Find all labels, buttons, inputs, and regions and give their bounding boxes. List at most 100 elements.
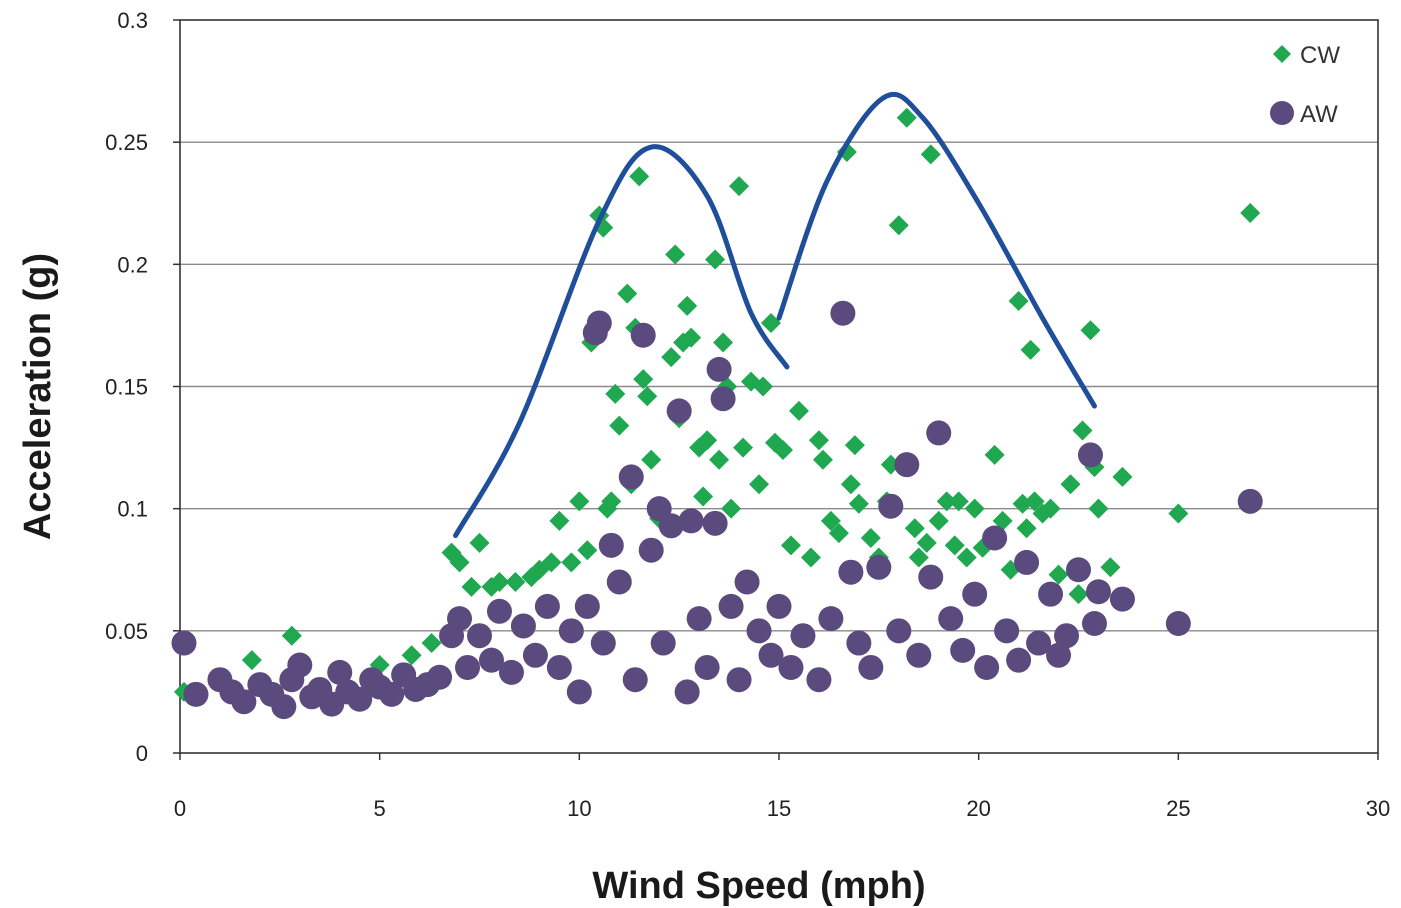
data-point-cw [1048,564,1069,585]
data-point-cw [916,532,937,553]
data-point-aw [1046,642,1072,668]
data-point-aw [710,386,736,412]
data-point-aw [1014,549,1040,575]
data-point-cw [920,144,941,165]
data-point-cw [1024,491,1045,512]
data-point-aw [1038,581,1064,607]
data-point-aw [702,510,728,536]
data-point-aw [1026,630,1052,656]
data-point-cw [936,491,957,512]
data-point-cw [844,435,865,456]
data-point-cw [721,498,742,519]
data-point-aw [726,667,752,693]
data-point-aw [830,300,856,326]
data-point-cw [788,400,809,421]
data-point-cw [984,444,1005,465]
data-point-cw [1080,320,1101,341]
data-point-cw [469,532,490,553]
legend-item-aw: AW [1270,101,1338,128]
legend-label: AW [1300,101,1338,128]
data-point-aw [478,647,504,673]
data-point-cw [505,571,526,592]
data-point-cw [617,283,638,304]
data-point-aw [467,623,492,649]
data-point-cw [761,312,782,333]
data-point-cw [677,295,698,316]
x-tick-label: 15 [767,796,791,821]
data-point-aw [938,606,964,632]
data-point-cw [489,571,510,592]
data-point-cw [812,449,833,470]
data-point-aw [926,420,952,446]
peak-curve-1 [453,144,790,539]
x-tick-label: 10 [567,796,591,821]
data-point-cw [860,527,881,548]
data-point-aw [534,593,560,619]
data-point-cw [1008,290,1029,311]
legend-item-cw: CW [1273,42,1340,69]
data-point-cw [904,518,925,539]
data-point-aw [982,525,1008,551]
data-point-aw [878,493,904,519]
data-point-aw [950,637,976,663]
data-point-aw [678,508,704,534]
data-point-aw [618,464,644,490]
y-tick-label: 0.15 [105,375,148,400]
x-axis-ticks: 0 5 10 15 20 25 30 [174,753,1390,821]
data-point-aw [586,310,612,336]
data-point-cw [1168,503,1189,524]
data-point-cw [956,547,977,568]
x-axis-title: Wind Speed (mph) [592,865,925,907]
data-point-aw [427,664,453,690]
peak-annotations [453,91,1097,539]
data-point-cw [729,176,750,197]
legend-marker-circle [1270,101,1294,125]
data-point-cw [661,347,682,368]
data-point-cw [449,552,470,573]
data-point-aw [658,513,684,539]
y-axis-ticks: 0 0.05 0.1 0.15 0.2 0.25 0.3 [105,8,180,766]
data-point-cw [808,430,829,451]
data-point-aw [746,618,772,644]
legend-marker-diamond [1273,45,1291,63]
data-point-cw [1012,493,1033,514]
data-point-aw [183,681,209,707]
y-axis-title: Acceleration (g) [17,253,59,540]
y-tick-label: 0.3 [117,8,148,33]
data-point-cw [840,474,861,495]
data-point-cw [828,523,849,544]
data-point-aw [894,452,920,478]
data-point-cw [569,491,590,512]
data-point-aw [838,559,864,585]
data-point-cw [605,383,626,404]
data-point-aw [638,537,664,563]
data-series [171,107,1263,720]
data-point-cw [549,510,570,531]
y-tick-label: 0.1 [117,497,148,522]
data-point-aw [510,613,536,639]
y-tick-label: 0.05 [105,619,148,644]
x-tick-label: 20 [966,796,990,821]
data-point-cw [848,493,869,514]
y-tick-label: 0.2 [117,252,148,277]
data-point-cw [561,552,582,573]
data-point-cw [637,386,658,407]
data-point-aw [327,659,353,685]
legend: CW AW [1270,42,1340,128]
data-point-aw [650,630,676,656]
data-point-aw [1085,579,1111,605]
data-point-aw [622,667,648,693]
data-point-cw [401,645,422,666]
data-point-aw [918,564,944,590]
data-point-cw [1016,518,1037,539]
gridlines [180,141,1378,632]
data-point-aw [271,694,297,720]
data-point-aw [846,630,872,656]
data-point-cw [633,369,654,390]
data-point-aw [1109,586,1135,612]
data-point-cw [780,535,801,556]
data-point-cw [577,540,598,561]
data-point-cw [697,430,718,451]
data-point-cw [944,535,965,556]
series-cw [173,107,1261,702]
